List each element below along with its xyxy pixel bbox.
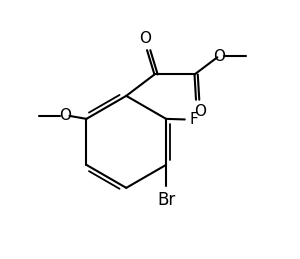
Text: O: O <box>140 31 152 46</box>
Text: F: F <box>190 112 199 127</box>
Text: O: O <box>194 104 206 119</box>
Text: O: O <box>213 49 225 64</box>
Text: Br: Br <box>157 191 175 209</box>
Text: O: O <box>59 109 71 123</box>
